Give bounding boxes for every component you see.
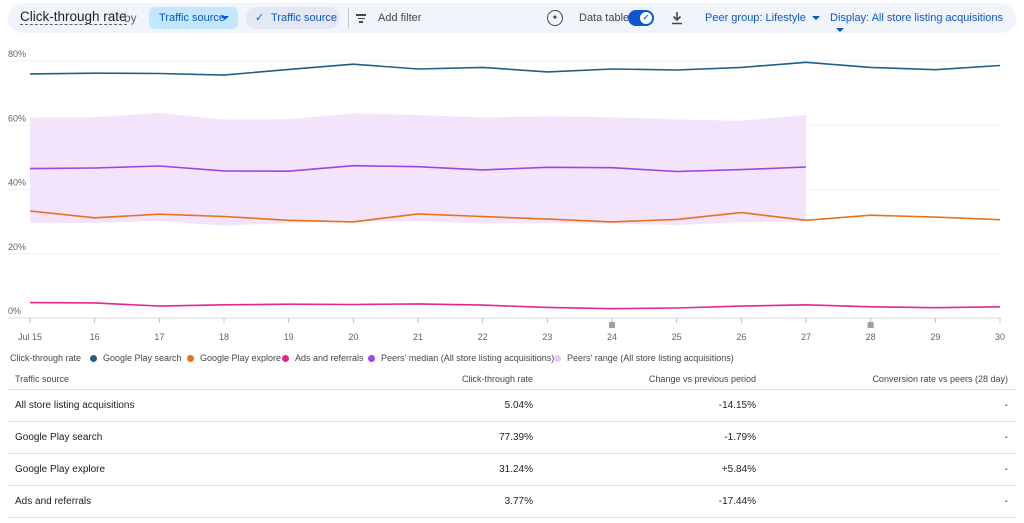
x-tick-label: 24 [607,332,617,342]
x-tick-label: 22 [478,332,488,342]
x-tick-label: 21 [413,332,423,342]
x-tick-label: 25 [672,332,682,342]
row-traffic-source: Google Play search [15,432,103,443]
x-tick-label: 30 [995,332,1005,342]
peer-group-label: Peer group: Lifestyle [705,12,806,24]
dimension-dropdown-button[interactable]: Traffic source [149,7,238,29]
by-label: by [124,11,137,25]
row-conversion-vs-peers: - [1004,464,1008,475]
series-line-ads-and-referrals [29,301,1001,310]
row-change: -14.15% [718,400,756,411]
row-conversion-vs-peers: - [1004,400,1008,411]
x-tick-label: 20 [348,332,358,342]
line-chart[interactable]: 0% 20% 40% 60% 80% Jul 15 16 17 18 19 20 21 22 23 24 25… [0,40,1024,350]
row-traffic-source: Ads and referrals [15,496,92,507]
line-chart-svg: 0% 20% 40% 60% 80% Jul 15 16 17 18 19 20 21 22 23 24 25… [8,49,1005,342]
x-tick-label: 16 [90,332,100,342]
x-tick-label: 27 [801,332,811,342]
x-tick-label: 28 [866,332,876,342]
insights-icon[interactable]: ✦ [547,10,563,26]
active-filter-label: Traffic source [271,12,338,24]
add-filter-button[interactable]: Add filter [378,12,422,24]
table-row[interactable]: Google Play search 77.39% -1.79% - [8,422,1016,454]
legend-label: Peers' median (All store listing acquisi… [381,353,555,363]
legend-swatch [187,355,194,362]
dimension-dropdown-label: Traffic source [159,12,226,24]
display-label: Display: All store listing acquisitions [830,12,1004,24]
y-tick-label: 60% [8,113,26,123]
legend-swatch [554,355,561,362]
x-tick-label: 18 [219,332,229,342]
legend-label: Peers' range (All store listing acquisit… [567,353,734,363]
x-tick-label: 23 [542,332,552,342]
column-header-change[interactable]: Change vs previous period [648,374,756,384]
row-traffic-source: All store listing acquisitions [15,400,135,411]
display-dropdown[interactable]: Display: All store listing acquisitions [830,12,1016,36]
row-change: +5.84% [721,464,756,475]
check-icon: ✓ [640,12,652,24]
x-tick-label: Jul 15 [18,332,42,342]
y-tick-label: 40% [8,178,26,188]
metric-selector[interactable]: Click-through rate [20,9,127,25]
legend-swatch [282,355,289,362]
check-icon: ✓ [255,12,265,24]
series-line-peers-median-all-store-listing-acquisitions [29,164,807,173]
data-table: Traffic source Click-through rate Change… [8,368,1016,518]
x-tick-label: 17 [154,332,164,342]
annotation-marker [609,322,615,328]
legend-title: Click-through rate [10,353,82,363]
row-conversion-vs-peers: - [1004,496,1008,507]
table-row[interactable]: Google Play explore 31.24% +5.84% - [8,454,1016,486]
row-change: -1.79% [724,432,756,443]
x-tick-label: 19 [284,332,294,342]
table-header-row: Traffic source Click-through rate Change… [8,368,1016,390]
legend-swatch [368,355,375,362]
x-tick-label: 26 [736,332,746,342]
active-filter-chip[interactable]: ✓ Traffic source [246,7,340,29]
column-header-conversion-vs-peers[interactable]: Conversion rate vs peers (28 day) [872,374,1008,384]
legend-swatch [90,355,97,362]
legend-label: Google Play search [103,353,182,363]
series-line-google-play-explore [29,210,1001,223]
data-table-toggle[interactable]: ✓ [628,10,654,26]
chart-toolbar: Click-through rate by Traffic source ✓ T… [8,3,1016,33]
toolbar-divider [348,8,349,28]
table-row[interactable]: Ads and referrals 3.77% -17.44% - [8,486,1016,518]
row-conversion-vs-peers: - [1004,432,1008,443]
y-tick-label: 80% [8,49,26,59]
column-header-click-through-rate[interactable]: Click-through rate [461,374,533,384]
legend-label: Google Play explore [200,353,282,363]
row-change: -17.44% [718,496,756,507]
chevron-down-icon [221,16,229,20]
x-tick-label: 29 [930,332,940,342]
y-tick-label: 0% [8,306,21,316]
series-line-google-play-search [29,61,1001,76]
legend-label: Ads and referrals [295,353,364,363]
peers-range-band [30,113,806,226]
row-click-through-rate: 77.39% [499,432,533,443]
row-click-through-rate: 31.24% [499,464,533,475]
data-table-label: Data table [579,12,630,24]
row-click-through-rate: 5.04% [504,400,533,411]
annotation-marker [867,322,874,328]
chevron-down-icon [836,28,844,33]
download-icon[interactable] [670,11,684,25]
table-row[interactable]: All store listing acquisitions 5.04% -14… [8,390,1016,422]
chevron-down-icon [811,16,820,21]
filter-icon[interactable] [356,14,366,23]
peer-group-dropdown[interactable]: Peer group: Lifestyle [705,12,820,24]
row-traffic-source: Google Play explore [15,464,106,475]
y-tick-label: 20% [8,242,26,252]
column-header-traffic-source[interactable]: Traffic source [15,374,70,384]
row-click-through-rate: 3.77% [504,496,533,507]
